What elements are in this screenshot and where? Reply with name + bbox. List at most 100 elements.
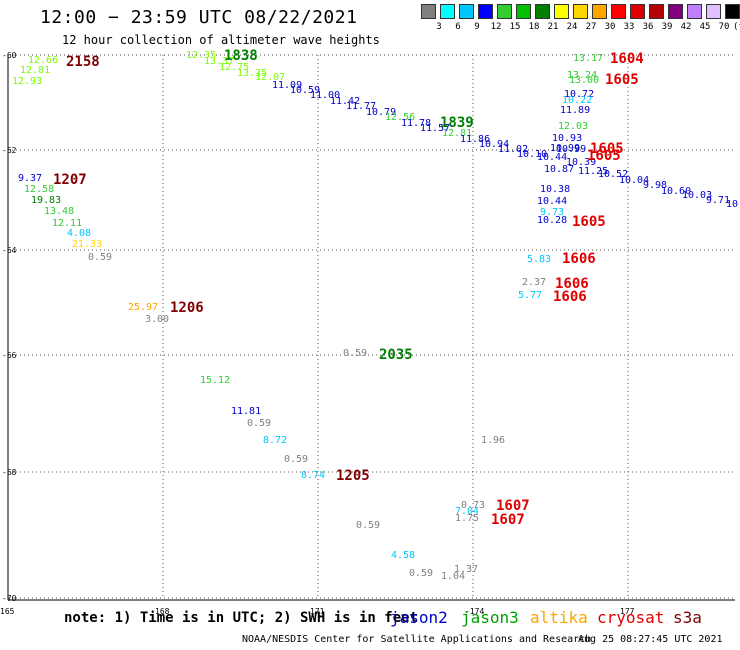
wave-height-value: 0.59	[247, 418, 271, 429]
footer-credit: NOAA/NESDIS Center for Satellite Applica…	[242, 634, 592, 645]
wave-height-value: 10.44	[537, 196, 567, 207]
wave-height-value: 7.04	[455, 506, 479, 517]
wave-height-value: 13.37	[204, 56, 234, 67]
satellite-legend-item: cryosat	[597, 608, 665, 627]
latitude-label: -66	[2, 351, 17, 360]
time-label: 1606	[555, 276, 589, 292]
scale-label: 18	[528, 22, 540, 32]
time-label: 1838	[224, 48, 258, 64]
wave-height-value: 11.57	[420, 123, 450, 134]
wave-height-value: 12.81	[442, 128, 472, 139]
scale-label: 27	[585, 22, 597, 32]
time-label: 1605	[572, 214, 606, 230]
wave-height-value: 3.00	[145, 314, 169, 325]
satellite-legend-item: altika	[530, 608, 588, 627]
wave-height-value: 9.37	[18, 173, 42, 184]
wave-height-value: 13.00	[569, 75, 599, 86]
wave-height-value: 10.99	[556, 144, 586, 155]
latitude-label: -70	[2, 594, 17, 603]
scale-swatch	[459, 4, 474, 19]
scale-label: 33	[623, 22, 635, 32]
wave-height-value: 11.25	[578, 166, 608, 177]
wave-height-value: 25.97	[128, 302, 158, 313]
wave-height-value: 10.60	[661, 186, 691, 197]
scale-swatch	[440, 4, 455, 19]
wave-height-value: 10.44	[537, 152, 567, 163]
wave-height-value: 0.59	[284, 454, 308, 465]
wave-height-value: 4.08	[67, 228, 91, 239]
time-label: 1605	[587, 148, 621, 164]
wave-height-value: 13.24	[567, 70, 597, 81]
wave-height-value: 10.93	[552, 133, 582, 144]
time-label: 2158	[66, 54, 100, 70]
wave-height-value: 12.66	[28, 55, 58, 66]
wave-height-value: 0.59	[409, 568, 433, 579]
wave-height-value: 10.59	[290, 85, 320, 96]
scale-label: 45	[699, 22, 711, 32]
scale-swatch	[535, 4, 550, 19]
satellite-legend-item: s3a	[673, 608, 702, 627]
scale-swatch	[687, 4, 702, 19]
wave-height-labels: 12.6612.8112.9312.3513.3712.7513.3512.07…	[12, 50, 740, 582]
scale-label: 36	[642, 22, 654, 32]
wave-height-value: 19.83	[31, 195, 61, 206]
latitude-label: -68	[2, 468, 17, 477]
time-label: 1606	[562, 251, 596, 267]
wave-height-value: 10.22	[562, 95, 592, 106]
wave-height-value: 11.42	[330, 96, 360, 107]
wave-height-value: 13.48	[44, 206, 74, 217]
scale-swatch	[630, 4, 645, 19]
wave-height-value: 10.39	[566, 157, 596, 168]
time-label: 2035	[379, 347, 413, 363]
wave-height-value: 12.11	[52, 218, 82, 229]
wave-height-value: 10.94	[479, 139, 509, 150]
scale-label: 42	[680, 22, 692, 32]
latitude-label: -64	[2, 246, 17, 255]
scale-swatch	[478, 4, 493, 19]
scale-label: 39	[661, 22, 673, 32]
time-label: 1205	[336, 468, 370, 484]
wave-height-value: 12.58	[24, 184, 54, 195]
map-axis-labels: -60 -62 -64 -66 -68 -70 165 168 171 -174 177	[0, 51, 635, 616]
time-label: 1607	[496, 498, 530, 514]
wave-height-value: 10.99	[550, 143, 580, 154]
scale-swatch	[592, 4, 607, 19]
wave-height-value: 11.78	[401, 118, 431, 129]
wave-height-value: 11.86	[460, 134, 490, 145]
latitude-label: -62	[2, 146, 17, 155]
wave-height-value: 8.72	[263, 435, 287, 446]
wave-height-value: 12.35	[186, 50, 216, 61]
scale-swatch	[611, 4, 626, 19]
scale-label: (ft)	[733, 22, 740, 32]
wave-height-value: 13.35	[237, 68, 267, 79]
time-label: 1207	[53, 172, 87, 188]
wave-height-value: 10.38	[540, 184, 570, 195]
scale-label: 21	[547, 22, 559, 32]
wave-height-value: 5.77	[518, 290, 542, 301]
time-label: 1605	[605, 72, 639, 88]
wave-height-value: 10.03	[682, 190, 712, 201]
footer-note: note: 1) Time is in UTC; 2) SWH is in fe…	[64, 610, 419, 626]
wave-height-value: 10.	[726, 199, 740, 210]
scale-swatch	[649, 4, 664, 19]
wave-height-value: 12.75	[219, 62, 249, 73]
wave-height-value: 10.10	[517, 149, 547, 160]
wave-height-value: 0.73	[461, 500, 485, 511]
wave-height-value: 4.58	[391, 550, 415, 561]
satellite-legend-item: jason3	[461, 608, 519, 627]
wave-height-value: 10.87	[544, 164, 574, 175]
time-label: 1605	[590, 141, 624, 157]
longitude-label: 177	[620, 607, 635, 616]
wave-height-value: 10.79	[366, 107, 396, 118]
wave-height-value: 2.37	[522, 277, 546, 288]
wave-height-value: 9.98	[643, 180, 667, 191]
wave-height-value: 21.33	[72, 239, 102, 250]
wave-height-value: 9.73	[540, 207, 564, 218]
wave-height-value: 1.04	[441, 571, 465, 582]
wave-height-value: 12.03	[558, 121, 588, 132]
wave-height-value: 11.77	[346, 101, 376, 112]
wave-height-value: 12.93	[12, 76, 42, 87]
latitude-label: -60	[2, 51, 17, 60]
wave-height-value: 1.37	[454, 564, 478, 575]
scale-label: 3	[436, 22, 442, 32]
